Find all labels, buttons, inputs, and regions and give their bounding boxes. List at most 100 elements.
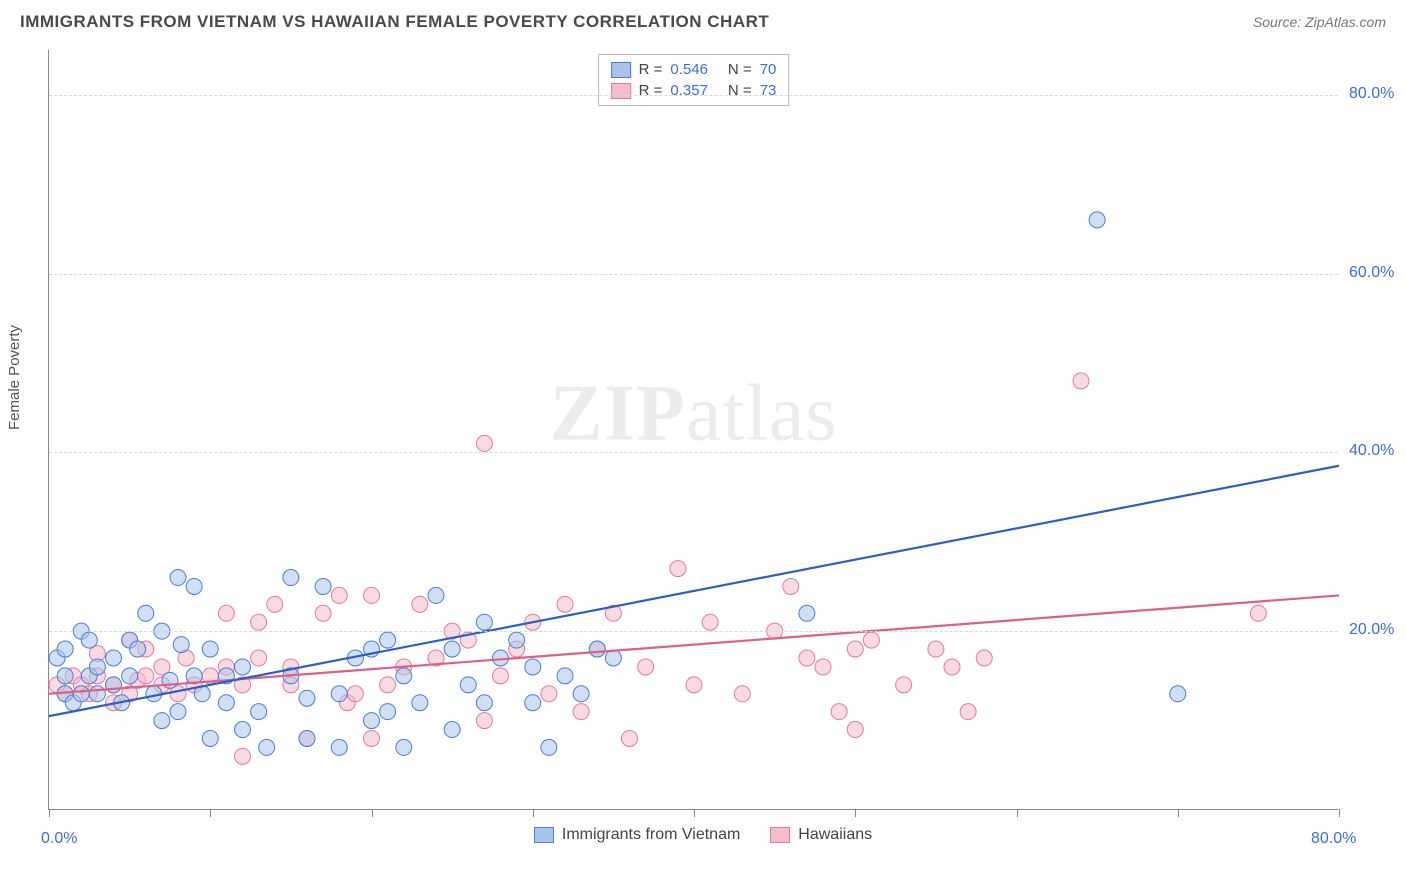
data-point <box>799 650 815 666</box>
data-point <box>847 641 863 657</box>
data-point <box>815 659 831 675</box>
data-point <box>364 730 380 746</box>
data-point <box>331 587 347 603</box>
data-point <box>57 641 73 657</box>
data-point <box>57 668 73 684</box>
legend-r-value: 0.357 <box>670 82 708 99</box>
legend-stats-row: R =0.546N =70 <box>611 59 777 80</box>
data-point <box>896 677 912 693</box>
data-point <box>106 650 122 666</box>
x-tick <box>694 809 695 817</box>
x-tick <box>1178 809 1179 817</box>
legend-n-label: N = <box>728 82 752 99</box>
data-point <box>89 659 105 675</box>
data-point <box>589 641 605 657</box>
data-point <box>557 596 573 612</box>
data-point <box>670 561 686 577</box>
data-point <box>1073 373 1089 389</box>
data-point <box>364 587 380 603</box>
data-point <box>622 730 638 746</box>
data-point <box>831 704 847 720</box>
y-tick-label: 20.0% <box>1349 621 1394 639</box>
data-point <box>493 668 509 684</box>
data-point <box>251 614 267 630</box>
data-point <box>444 641 460 657</box>
data-point <box>605 650 621 666</box>
x-tick <box>533 809 534 817</box>
data-point <box>138 668 154 684</box>
data-point <box>525 659 541 675</box>
data-point <box>130 641 146 657</box>
data-point <box>299 730 315 746</box>
gridline <box>49 452 1338 453</box>
data-point <box>380 704 396 720</box>
data-point <box>509 632 525 648</box>
legend-n-value: 73 <box>760 82 777 99</box>
data-point <box>476 614 492 630</box>
data-point <box>73 686 89 702</box>
page-title: IMMIGRANTS FROM VIETNAM VS HAWAIIAN FEMA… <box>20 12 769 32</box>
data-point <box>976 650 992 666</box>
data-point <box>396 739 412 755</box>
gridline <box>49 95 1338 96</box>
data-point <box>235 748 251 764</box>
data-point <box>267 596 283 612</box>
data-point <box>734 686 750 702</box>
data-point <box>847 722 863 738</box>
data-point <box>573 704 589 720</box>
data-point <box>170 570 186 586</box>
gridline <box>49 631 1338 632</box>
data-point <box>331 686 347 702</box>
data-point <box>428 587 444 603</box>
data-point <box>81 632 97 648</box>
legend-swatch <box>611 83 631 99</box>
data-point <box>702 614 718 630</box>
data-point <box>202 641 218 657</box>
data-point <box>138 605 154 621</box>
data-point <box>396 668 412 684</box>
legend-stats-row: R = 0.357 N = 73 <box>611 80 777 101</box>
x-tick <box>49 809 50 817</box>
data-point <box>783 578 799 594</box>
y-tick-label: 80.0% <box>1349 85 1394 103</box>
legend-swatch <box>611 62 631 78</box>
data-point <box>251 650 267 666</box>
data-point <box>1250 605 1266 621</box>
data-point <box>928 641 944 657</box>
y-tick-label: 60.0% <box>1349 264 1394 282</box>
legend-swatch <box>534 827 554 843</box>
data-point <box>173 637 189 653</box>
data-point <box>541 739 557 755</box>
data-point <box>573 686 589 702</box>
x-tick <box>855 809 856 817</box>
data-point <box>283 570 299 586</box>
data-point <box>89 686 105 702</box>
data-point <box>944 659 960 675</box>
data-point <box>476 695 492 711</box>
legend-n-value: 70 <box>760 61 777 78</box>
x-tick <box>372 809 373 817</box>
data-point <box>460 677 476 693</box>
data-point <box>315 605 331 621</box>
data-point <box>122 668 138 684</box>
data-point <box>541 686 557 702</box>
data-point <box>412 695 428 711</box>
data-point <box>380 632 396 648</box>
legend-series-item: Immigrants from Vietnam <box>534 826 740 844</box>
x-tick <box>210 809 211 817</box>
data-point <box>444 722 460 738</box>
x-tick <box>1339 809 1340 817</box>
legend-series-item: Hawaiians <box>770 826 872 844</box>
data-point <box>476 435 492 451</box>
data-point <box>557 668 573 684</box>
legend-stats: R =0.546N =70 R = 0.357 N = 73 <box>598 54 790 106</box>
data-point <box>960 704 976 720</box>
data-point <box>235 659 251 675</box>
data-point <box>412 596 428 612</box>
data-point <box>347 686 363 702</box>
data-point <box>202 730 218 746</box>
legend-r-label: R = <box>639 82 663 99</box>
data-point <box>186 578 202 594</box>
legend-swatch <box>770 827 790 843</box>
data-point <box>331 739 347 755</box>
